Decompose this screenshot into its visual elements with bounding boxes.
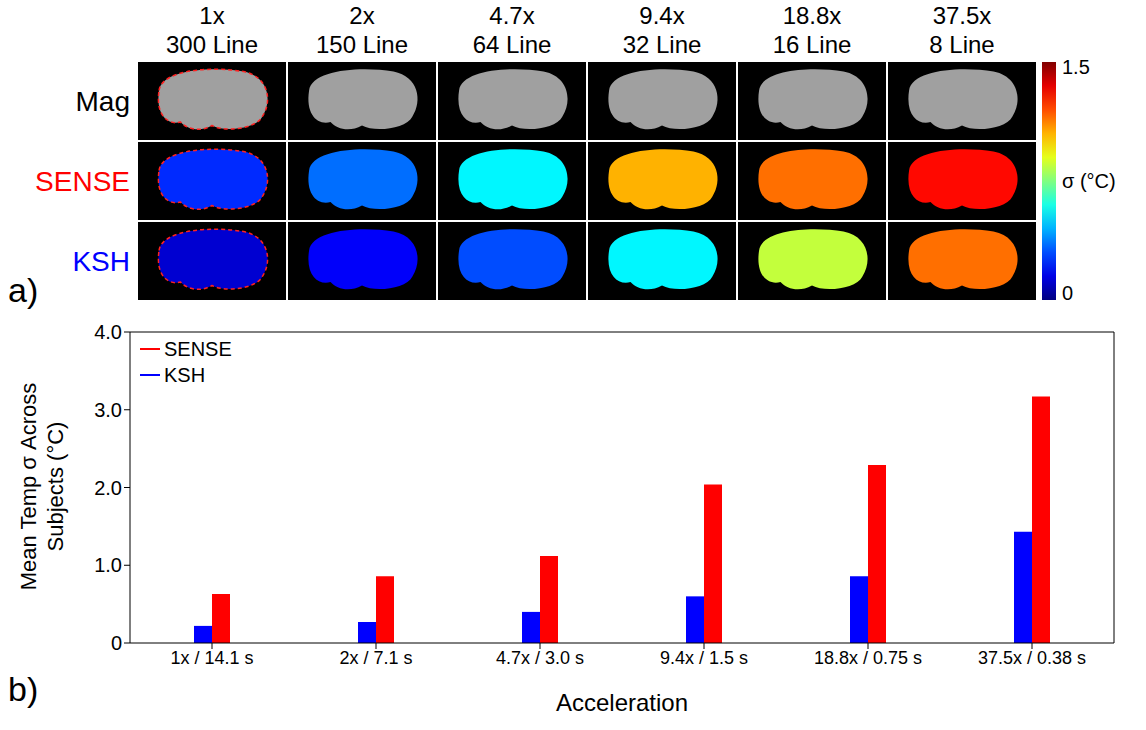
svg-text:1.5: 1.5 (1062, 56, 1090, 78)
svg-text:32 Line: 32 Line (623, 31, 702, 58)
svg-text:16 Line: 16 Line (773, 31, 852, 58)
svg-text:1x: 1x (199, 2, 224, 29)
svg-text:SENSE: SENSE (35, 166, 130, 197)
svg-text:1.0: 1.0 (94, 554, 122, 576)
svg-text:4.0: 4.0 (94, 321, 122, 343)
html-text:SENSE: SENSE (164, 337, 232, 360)
svg-text:8 Line: 8 Line (929, 31, 994, 58)
svg-text:4.7x: 4.7x (489, 2, 534, 29)
html-text:b): b) (8, 670, 39, 708)
svg-text:2x: 2x (349, 2, 374, 29)
svg-text:2.0: 2.0 (94, 477, 122, 499)
svg-text:0: 0 (1062, 282, 1073, 304)
svg-text:3.0: 3.0 (94, 399, 122, 421)
svg-text:Mag: Mag (76, 86, 130, 117)
svg-text:150 Line: 150 Line (316, 31, 408, 58)
svg-text:18.8x / 0.75 s: 18.8x / 0.75 s (814, 648, 922, 668)
svg-text:0: 0 (111, 632, 122, 654)
svg-text:σ (°C): σ (°C) (1062, 170, 1116, 192)
svg-text:4.7x / 3.0 s: 4.7x / 3.0 s (496, 648, 584, 668)
svg-text:KSH: KSH (72, 246, 130, 277)
svg-text:a): a) (8, 271, 38, 309)
svg-text:Subjects (°C): Subjects (°C) (43, 422, 68, 552)
html-text:KSH: KSH (164, 363, 206, 386)
svg-text:Acceleration: Acceleration (556, 689, 688, 716)
svg-text:Mean Temp σ Across: Mean Temp σ Across (16, 383, 41, 591)
svg-text:9.4x / 1.5 s: 9.4x / 1.5 s (660, 648, 748, 668)
svg-text:1x / 14.1 s: 1x / 14.1 s (170, 648, 253, 668)
svg-text:300 Line: 300 Line (166, 31, 258, 58)
svg-text:9.4x: 9.4x (639, 2, 684, 29)
svg-text:18.8x: 18.8x (783, 2, 842, 29)
svg-text:64 Line: 64 Line (473, 31, 552, 58)
svg-text:37.5x: 37.5x (933, 2, 992, 29)
svg-text:2x / 7.1 s: 2x / 7.1 s (339, 648, 412, 668)
svg-text:37.5x / 0.38 s: 37.5x / 0.38 s (978, 648, 1086, 668)
